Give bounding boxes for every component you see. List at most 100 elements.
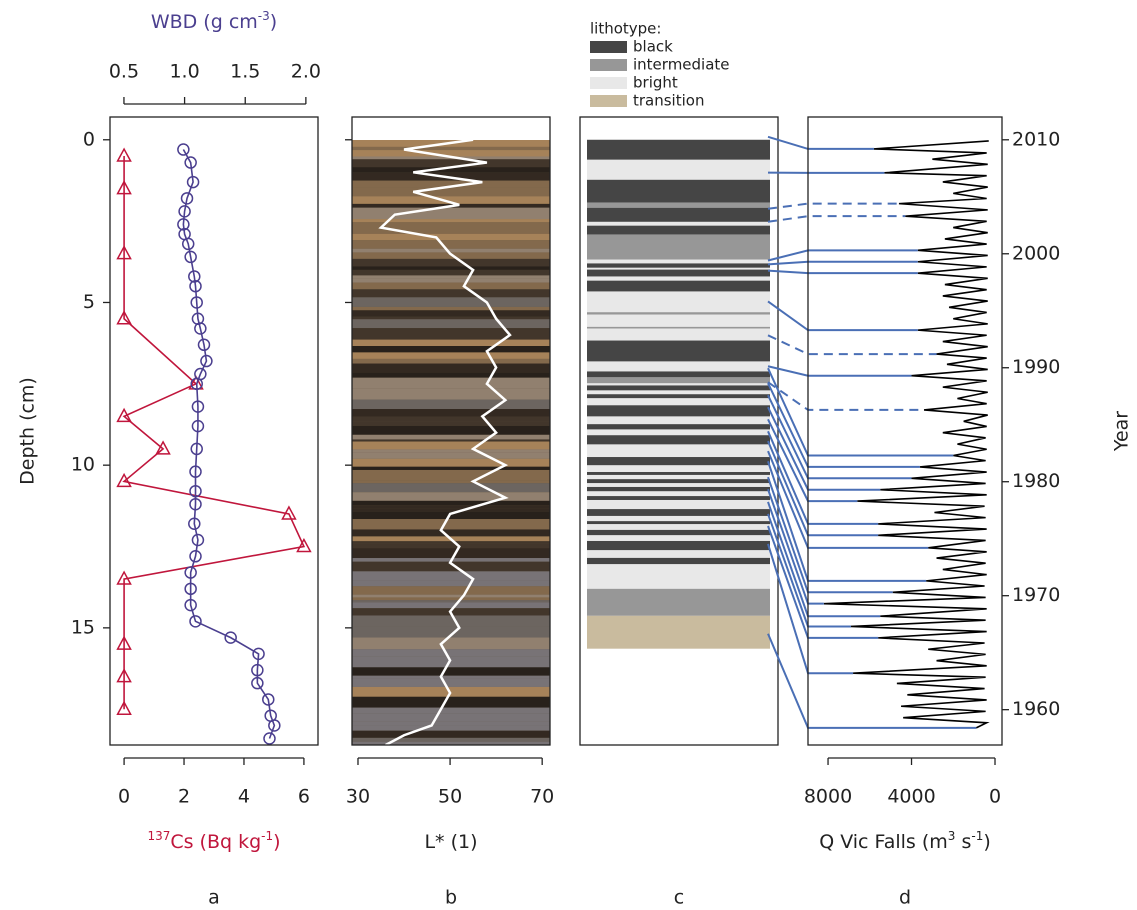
core-layer — [352, 409, 550, 417]
x-tick-label: 70 — [530, 786, 554, 808]
band — [587, 371, 770, 378]
tie-line — [767, 365, 912, 377]
point — [190, 296, 203, 309]
point — [181, 237, 195, 251]
core-layer — [352, 449, 550, 453]
x-axis-label: L* (1) — [424, 831, 477, 853]
x-tick-label: 0 — [118, 786, 130, 808]
band — [587, 588, 770, 616]
point — [177, 218, 190, 231]
core-layer — [352, 529, 550, 537]
x-tick-label: 1.5 — [230, 61, 260, 83]
series-line — [378, 138, 512, 747]
core-layer — [352, 548, 550, 559]
point — [189, 279, 202, 293]
core-layer — [352, 328, 550, 340]
core-layer — [352, 316, 550, 320]
tie-line — [767, 269, 918, 275]
x-tick-label: 1.0 — [169, 61, 199, 83]
point — [186, 175, 200, 189]
tie-line — [767, 513, 851, 628]
point — [116, 310, 132, 325]
core-layer — [352, 696, 550, 708]
band — [587, 424, 770, 430]
point — [177, 143, 190, 156]
legend-label: bright — [633, 74, 678, 92]
core-layer — [352, 266, 550, 270]
core-layer — [352, 492, 550, 501]
core-layer — [352, 434, 550, 440]
core-layer — [352, 656, 550, 668]
tie-line — [767, 260, 918, 266]
core-layer — [352, 319, 550, 329]
core-layer — [352, 219, 550, 223]
core-photo — [352, 140, 550, 745]
point — [116, 147, 132, 162]
core-layer — [352, 269, 550, 276]
y-tick-label: 5 — [83, 291, 95, 313]
label-part: Q Vic Falls (m — [819, 831, 948, 853]
label-part: ) — [983, 831, 990, 853]
tie-line — [767, 381, 925, 411]
core-layer — [352, 637, 550, 650]
point — [190, 442, 203, 456]
core-layer — [352, 469, 550, 481]
tie-line — [767, 249, 918, 262]
core-layer — [352, 678, 550, 687]
band — [587, 326, 770, 329]
core-layer — [352, 741, 550, 745]
point — [251, 663, 264, 677]
label-part: -1 — [261, 829, 273, 843]
core-layer — [352, 207, 550, 220]
legend-swatch — [590, 95, 627, 107]
panel-letter: a — [208, 887, 220, 909]
core-layer — [352, 500, 550, 506]
band — [587, 405, 770, 417]
x-axis-label: 137Cs (Bq kg-1) — [147, 829, 280, 852]
y-tick-label: 0 — [83, 128, 95, 150]
point — [188, 270, 201, 283]
panel-frame — [807, 116, 1003, 746]
label-part: ) — [273, 831, 280, 853]
core-layer — [352, 172, 550, 181]
point — [116, 700, 132, 715]
point — [184, 598, 197, 612]
band — [587, 615, 770, 649]
point — [184, 566, 197, 579]
core-layer — [352, 377, 550, 389]
label-part: 3 — [948, 829, 956, 843]
x-tick-label: 50 — [438, 786, 462, 808]
point — [155, 440, 171, 455]
core-layer — [352, 289, 550, 298]
point — [296, 537, 312, 553]
point — [116, 635, 132, 650]
core-layer — [352, 150, 550, 157]
band — [587, 385, 770, 391]
core-layer — [352, 352, 550, 359]
x-tick-label: 2 — [178, 786, 190, 808]
point — [252, 647, 265, 661]
series-line — [823, 140, 990, 729]
core-layer — [352, 594, 550, 598]
panel-frame — [351, 116, 551, 746]
x-axis-label: Q Vic Falls (m3 s-1) — [819, 829, 991, 852]
core-layer — [352, 310, 550, 317]
core-layer — [352, 167, 550, 173]
series-line — [182, 149, 276, 739]
panel-frame — [109, 116, 319, 746]
point — [191, 400, 205, 413]
point — [116, 407, 132, 423]
point — [189, 550, 202, 563]
panel-letter: b — [445, 887, 457, 909]
label-part: -1 — [971, 829, 983, 843]
tie-line — [767, 334, 937, 356]
legend-title: lithotype: — [590, 20, 661, 38]
y2-tick-label: 1980 — [1012, 470, 1060, 492]
core-layer — [352, 187, 550, 197]
y2-axis-label: Year — [1111, 411, 1133, 452]
band — [587, 234, 770, 260]
point — [116, 180, 132, 195]
core-layer — [352, 543, 550, 549]
core-layer — [352, 425, 550, 435]
core-layer — [352, 649, 550, 657]
